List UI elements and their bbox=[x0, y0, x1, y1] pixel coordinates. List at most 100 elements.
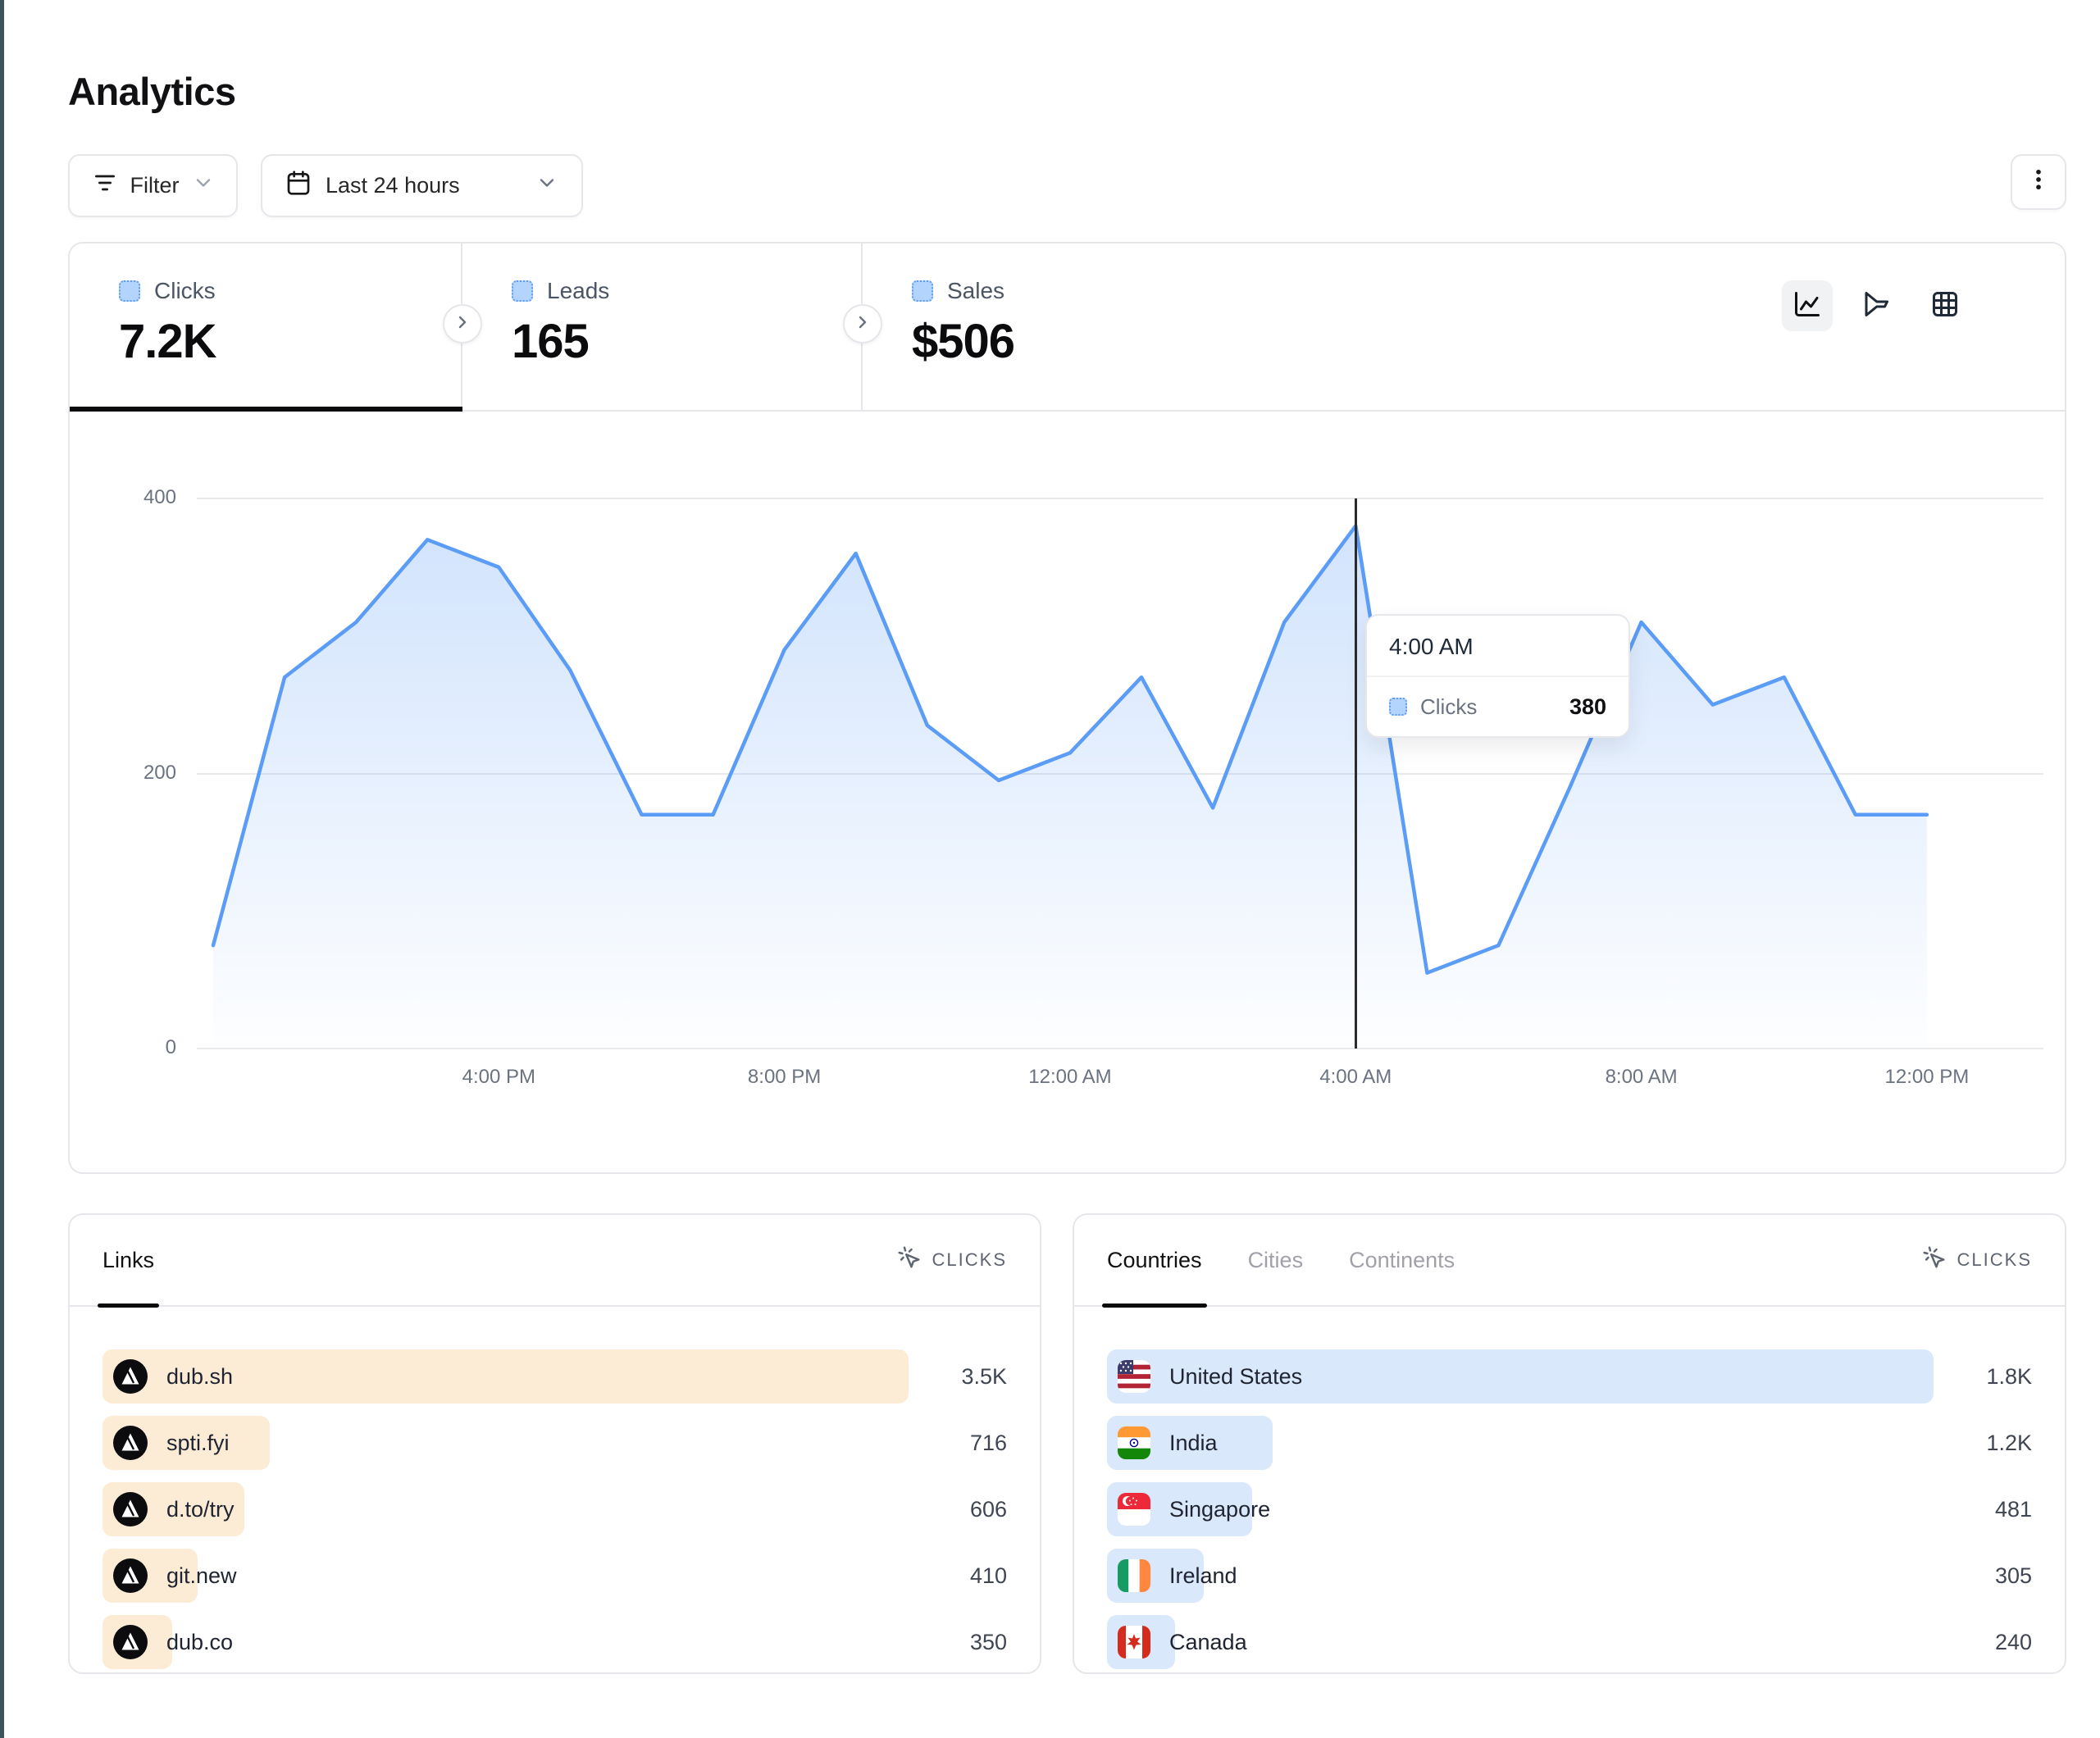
link-row[interactable]: dub.sh 3.5K bbox=[102, 1349, 1007, 1404]
cursor-click-icon bbox=[897, 1245, 922, 1275]
stat-label: Clicks bbox=[154, 278, 216, 303]
row-label: git.new bbox=[166, 1563, 237, 1588]
area-chart-plot bbox=[211, 524, 1929, 1049]
analytics-card: Clicks 7.2K Leads 165 Sales $506 bbox=[68, 242, 2066, 1174]
tab-countries[interactable]: Countries bbox=[1102, 1214, 1207, 1308]
page-title: Analytics bbox=[68, 70, 236, 113]
country-row[interactable]: India 1.2K bbox=[1107, 1416, 2032, 1470]
sg-flag-icon bbox=[1118, 1493, 1150, 1526]
dub-logo-icon bbox=[113, 1558, 148, 1593]
countries-metric-label: CLICKS bbox=[1957, 1249, 2032, 1270]
tab-continents[interactable]: Continents bbox=[1349, 1214, 1455, 1306]
tooltip-value: 380 bbox=[1569, 694, 1606, 719]
dub-logo-icon bbox=[113, 1359, 148, 1394]
stat-tab-leads[interactable]: Leads 165 bbox=[462, 243, 863, 412]
tab-cities[interactable]: Cities bbox=[1248, 1214, 1304, 1306]
country-row[interactable]: United States 1.8K bbox=[1107, 1349, 2032, 1404]
cursor-click-icon bbox=[1922, 1245, 1947, 1275]
y-axis-tick-label: 400 bbox=[143, 486, 176, 508]
link-row[interactable]: spti.fyi 716 bbox=[102, 1416, 1007, 1470]
expand-leads-button[interactable] bbox=[443, 304, 482, 344]
x-axis-tick-label: 4:00 PM bbox=[462, 1066, 535, 1088]
row-label: spti.fyi bbox=[166, 1430, 230, 1455]
row-label: Singapore bbox=[1169, 1496, 1271, 1522]
stat-value: $506 bbox=[912, 315, 1015, 368]
chevron-right-icon bbox=[853, 312, 872, 336]
tooltip-legend-square bbox=[1389, 698, 1407, 716]
chart-area-fill bbox=[213, 525, 1927, 1049]
row-value: 481 bbox=[1994, 1496, 2032, 1522]
stat-label: Sales bbox=[947, 278, 1005, 303]
countries-panel: Countries Cities Continents CLICKS Unite… bbox=[1073, 1213, 2066, 1674]
row-value: 1.2K bbox=[1986, 1430, 2032, 1455]
links-sort-metric[interactable]: CLICKS bbox=[897, 1245, 1007, 1275]
row-label: dub.co bbox=[166, 1629, 234, 1654]
kebab-menu-icon bbox=[2025, 166, 2052, 199]
x-axis-tick-label: 8:00 AM bbox=[1605, 1066, 1678, 1088]
row-value: 1.8K bbox=[1986, 1363, 2032, 1389]
tab-continents-label: Continents bbox=[1349, 1247, 1455, 1272]
countries-list: United States 1.8K India 1.2K Singapore 481 Ir… bbox=[1074, 1307, 2065, 1669]
tab-cities-label: Cities bbox=[1247, 1247, 1304, 1272]
x-axis-tick-label: 12:00 AM bbox=[1028, 1066, 1112, 1088]
links-panel-header: Links CLICKS bbox=[70, 1214, 1040, 1308]
row-label: Canada bbox=[1169, 1629, 1247, 1654]
gridline bbox=[197, 498, 2043, 499]
countries-panel-header: Countries Cities Continents CLICKS bbox=[1074, 1214, 2065, 1308]
country-row[interactable]: Ireland 305 bbox=[1107, 1549, 2032, 1603]
chevron-down-icon bbox=[535, 171, 558, 200]
line-chart-view-button[interactable] bbox=[1782, 280, 1833, 331]
link-row[interactable]: dub.co 350 bbox=[102, 1615, 1007, 1669]
in-flag-icon bbox=[1118, 1426, 1150, 1459]
stat-tab-sales[interactable]: Sales $506 bbox=[863, 243, 1355, 412]
x-axis-tick-label: 4:00 AM bbox=[1319, 1066, 1392, 1088]
row-label: India bbox=[1169, 1430, 1218, 1455]
filter-button[interactable]: Filter bbox=[68, 154, 238, 217]
clicks-time-series-chart[interactable]: 4:00 AM Clicks 380 0 200 400 4:00 PM 8:00 PM… bbox=[70, 412, 2068, 1174]
date-range-label: Last 24 hours bbox=[326, 173, 460, 198]
ie-flag-icon bbox=[1118, 1559, 1150, 1592]
stat-label: Leads bbox=[547, 278, 610, 303]
calendar-icon bbox=[285, 170, 312, 202]
active-stat-underline bbox=[70, 407, 462, 412]
link-row[interactable]: git.new 410 bbox=[102, 1549, 1007, 1603]
table-view-button[interactable] bbox=[1920, 280, 1970, 331]
y-axis-tick-label: 200 bbox=[143, 761, 176, 784]
dub-logo-icon bbox=[113, 1492, 148, 1526]
tab-links-label: Links bbox=[102, 1247, 155, 1272]
chart-hover-line bbox=[1354, 498, 1357, 1049]
leads-legend-square bbox=[512, 280, 533, 302]
stats-row: Clicks 7.2K Leads 165 Sales $506 bbox=[70, 243, 2065, 412]
stat-tab-clicks[interactable]: Clicks 7.2K bbox=[70, 243, 462, 412]
funnel-view-button[interactable] bbox=[1851, 280, 1902, 331]
value-bar bbox=[1107, 1349, 1934, 1404]
x-axis-tick-label: 12:00 PM bbox=[1884, 1066, 1970, 1088]
countries-sort-metric[interactable]: CLICKS bbox=[1922, 1245, 2032, 1275]
chart-tooltip: 4:00 AM Clicks 380 bbox=[1365, 614, 1630, 738]
us-flag-icon bbox=[1118, 1360, 1150, 1393]
chart-view-toggles bbox=[1782, 280, 1970, 331]
country-row[interactable]: Canada 240 bbox=[1107, 1615, 2032, 1669]
row-value: 716 bbox=[969, 1430, 1007, 1455]
row-value: 305 bbox=[1994, 1563, 2032, 1588]
chevron-right-icon bbox=[453, 312, 472, 336]
country-row[interactable]: Singapore 481 bbox=[1107, 1482, 2032, 1536]
links-list: dub.sh 3.5K spti.fyi 716 d.to/try 606 git.new 4… bbox=[70, 1307, 1040, 1669]
row-label: d.to/try bbox=[166, 1496, 235, 1522]
date-range-button[interactable]: Last 24 hours bbox=[261, 154, 583, 217]
chart-line bbox=[211, 524, 1929, 975]
row-value: 240 bbox=[1994, 1629, 2032, 1654]
tab-links[interactable]: Links bbox=[97, 1214, 160, 1308]
row-label: United States bbox=[1169, 1363, 1303, 1389]
filter-button-label: Filter bbox=[130, 173, 180, 198]
expand-sales-button[interactable] bbox=[843, 304, 882, 344]
filter-icon bbox=[92, 170, 118, 202]
tab-countries-label: Countries bbox=[1107, 1247, 1202, 1272]
tooltip-time-label: 4:00 AM bbox=[1367, 616, 1629, 677]
dub-logo-icon bbox=[113, 1426, 148, 1460]
x-axis-tick-label: 8:00 PM bbox=[747, 1066, 822, 1088]
more-options-button[interactable] bbox=[2011, 154, 2066, 210]
ca-flag-icon bbox=[1118, 1626, 1150, 1658]
link-row[interactable]: d.to/try 606 bbox=[102, 1482, 1007, 1536]
stat-value: 7.2K bbox=[119, 315, 217, 368]
